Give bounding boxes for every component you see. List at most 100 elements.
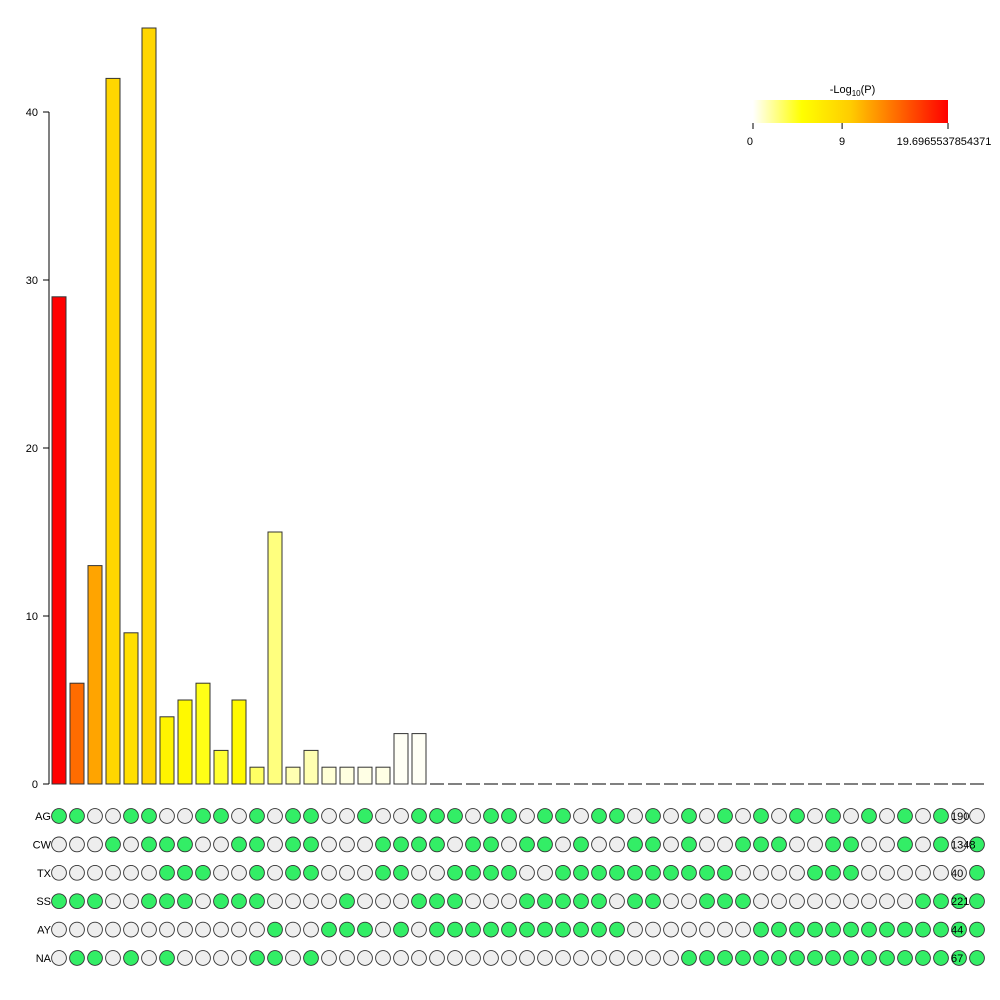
set-dot-filled <box>519 893 535 910</box>
set-dot-empty <box>933 864 949 881</box>
set-dot-filled <box>771 921 787 938</box>
legend-tick-label: 0 <box>747 136 753 148</box>
set-dot-empty <box>375 950 391 966</box>
set-dot-empty <box>555 950 571 966</box>
set-dot-filled <box>591 864 607 881</box>
set-dot-filled <box>267 950 283 966</box>
set-dot-filled <box>699 864 715 881</box>
set-dot-empty <box>663 921 679 938</box>
set-dot-filled <box>357 921 373 938</box>
set-dot-filled <box>591 893 607 910</box>
set-dot-filled <box>213 808 229 824</box>
set-dot-filled <box>303 950 319 966</box>
bar <box>375 766 391 785</box>
set-dot-empty <box>537 864 553 881</box>
set-dot-empty <box>465 893 481 910</box>
set-dot-filled <box>177 864 193 881</box>
set-dot-filled <box>429 836 445 853</box>
set-dot-empty <box>87 808 103 824</box>
set-dot-empty <box>177 808 193 824</box>
set-dot-empty <box>771 893 787 910</box>
set-dot-filled <box>357 808 373 824</box>
set-dot-empty <box>321 808 337 824</box>
set-dot-empty <box>177 921 193 938</box>
set-dot-empty <box>897 864 913 881</box>
legend-title: -Log10(P) <box>830 84 876 98</box>
set-dot-empty <box>807 808 823 824</box>
set-dot-filled <box>573 836 589 853</box>
set-dot-filled <box>537 808 553 824</box>
set-dot-filled <box>825 808 841 824</box>
set-dot-filled <box>951 893 967 910</box>
set-dot-filled <box>249 864 265 881</box>
set-label: SS <box>36 896 51 908</box>
set-dot-filled <box>483 864 499 881</box>
set-dot-filled <box>861 808 877 824</box>
set-dot-empty <box>501 950 517 966</box>
legend-ticks: 0 9 19.6965537854371 <box>747 123 991 148</box>
set-dot-empty <box>213 950 229 966</box>
set-dot-empty <box>141 864 157 881</box>
set-dot-empty <box>483 893 499 910</box>
set-dot-filled <box>735 950 751 966</box>
set-dot-filled <box>141 893 157 910</box>
set-dot-empty <box>951 864 967 881</box>
bar <box>159 716 175 785</box>
set-dot-empty <box>789 836 805 853</box>
set-dot-empty <box>915 836 931 853</box>
set-dot-filled <box>663 864 679 881</box>
set-dot-filled <box>339 893 355 910</box>
set-dot-empty <box>537 950 553 966</box>
set-dot-filled <box>933 950 949 966</box>
bar <box>393 733 409 785</box>
set-dot-empty <box>789 864 805 881</box>
set-dot-empty <box>519 864 535 881</box>
bar <box>285 766 301 785</box>
set-dot-empty <box>789 893 805 910</box>
set-dot-empty <box>879 836 895 853</box>
set-dot-empty <box>609 950 625 966</box>
set-dot-empty <box>807 893 823 910</box>
set-dot-filled <box>969 836 985 853</box>
set-dot-empty <box>69 836 85 853</box>
set-dot-filled <box>465 864 481 881</box>
set-dot-empty <box>231 864 247 881</box>
set-dot-filled <box>843 921 859 938</box>
set-dot-filled <box>915 950 931 966</box>
set-dot-filled <box>123 808 139 824</box>
set-dot-filled <box>483 836 499 853</box>
set-dot-filled <box>321 921 337 938</box>
set-dot-filled <box>897 950 913 966</box>
set-dot-filled <box>609 808 625 824</box>
set-dot-filled <box>753 836 769 853</box>
bar <box>357 766 373 785</box>
set-dot-filled <box>915 893 931 910</box>
set-dot-empty <box>393 950 409 966</box>
set-dot-empty <box>177 950 193 966</box>
set-dot-filled <box>177 893 193 910</box>
set-dot-empty <box>681 893 697 910</box>
set-dot-empty <box>897 893 913 910</box>
y-tick-label: 40 <box>26 107 38 119</box>
set-label: AY <box>37 925 52 937</box>
set-dot-filled <box>825 864 841 881</box>
set-dot-filled <box>825 836 841 853</box>
legend-color-bar <box>753 100 948 123</box>
set-dot-filled <box>537 836 553 853</box>
set-dot-filled <box>537 921 553 938</box>
set-dot-filled <box>753 808 769 824</box>
set-dot-empty <box>447 836 463 853</box>
set-dot-filled <box>249 950 265 966</box>
set-dot-filled <box>303 836 319 853</box>
set-dot-filled <box>537 893 553 910</box>
set-dot-empty <box>339 864 355 881</box>
bar <box>87 565 103 785</box>
set-dot-empty <box>51 836 67 853</box>
set-dot-filled <box>969 893 985 910</box>
set-dot-filled <box>807 864 823 881</box>
set-dot-filled <box>105 836 121 853</box>
set-dot-filled <box>87 950 103 966</box>
bar <box>105 77 121 785</box>
set-dot-filled <box>933 921 949 938</box>
